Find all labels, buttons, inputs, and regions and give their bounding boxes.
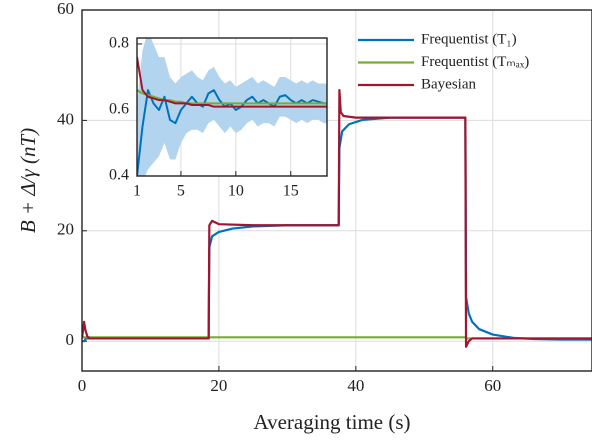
axes-frame [136,37,328,177]
y-tick-label: 60 [57,0,74,18]
legend-label: Frequentist (Tₘₐₓ) [421,54,529,70]
x-tick-label: 5 [177,183,185,200]
y-tick-label: 0.6 [109,101,129,118]
plot-clip [137,38,327,176]
series-line [82,88,592,348]
y-tick-label: 20 [57,220,74,239]
y-tick-label: 0 [66,330,75,349]
x-tick-label: 60 [484,376,501,395]
x-axis-label: Averaging time (s) [253,410,410,434]
y-axis-label: B + Δ/γ (nT) [16,128,40,233]
series-line [137,89,327,105]
legend-label: Bayesian [421,76,476,92]
x-tick-label: 40 [347,376,364,395]
x-tick-label: 0 [78,376,87,395]
y-tick-label: 0.4 [109,167,129,184]
x-tick-label: 15 [283,183,299,200]
axes-frame [81,9,592,372]
y-tick-label: 40 [57,109,74,128]
x-tick-label: 20 [210,376,227,395]
x-tick-label: 10 [228,183,244,200]
x-tick-label: 1 [133,183,141,200]
y-tick-label: 0.8 [109,35,129,52]
legend-label: Frequentist (T₁) [421,31,517,47]
plot-clip [82,88,592,348]
series-line [137,56,327,108]
